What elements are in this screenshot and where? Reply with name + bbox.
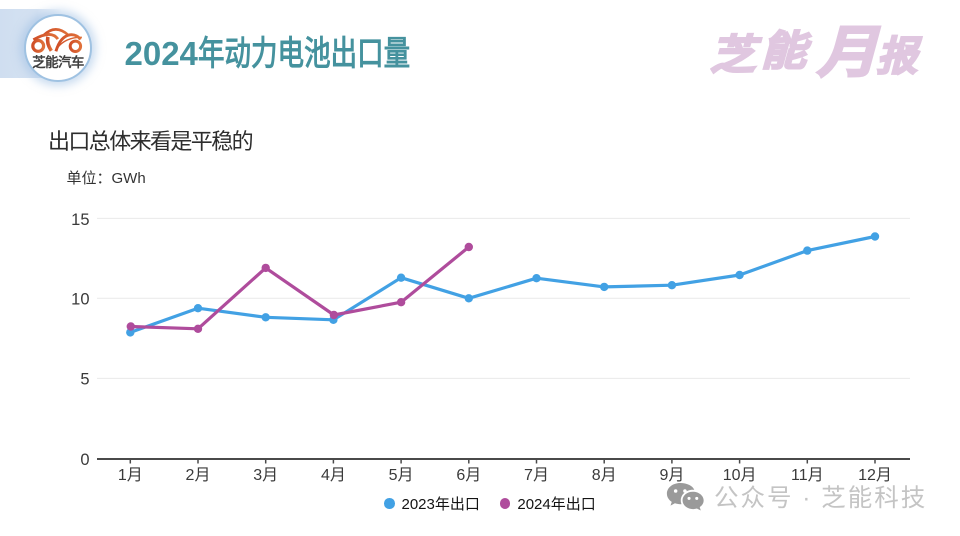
svg-text:10: 10 <box>71 291 89 309</box>
svg-text:5: 5 <box>80 371 89 389</box>
svg-text:11月: 11月 <box>791 467 824 484</box>
svg-text:0: 0 <box>80 451 89 469</box>
svg-text:6月: 6月 <box>456 467 481 484</box>
svg-text:10月: 10月 <box>723 467 757 484</box>
svg-text:8月: 8月 <box>592 467 617 484</box>
svg-text:4月: 4月 <box>321 467 346 484</box>
svg-text:2月: 2月 <box>186 467 211 484</box>
svg-text:1月: 1月 <box>118 467 143 484</box>
svg-text:15: 15 <box>71 211 89 229</box>
svg-text:12月: 12月 <box>858 467 892 484</box>
svg-text:3月: 3月 <box>253 467 278 484</box>
svg-text:9月: 9月 <box>659 467 684 484</box>
svg-text:5月: 5月 <box>389 467 414 484</box>
svg-text:7月: 7月 <box>524 467 549 484</box>
